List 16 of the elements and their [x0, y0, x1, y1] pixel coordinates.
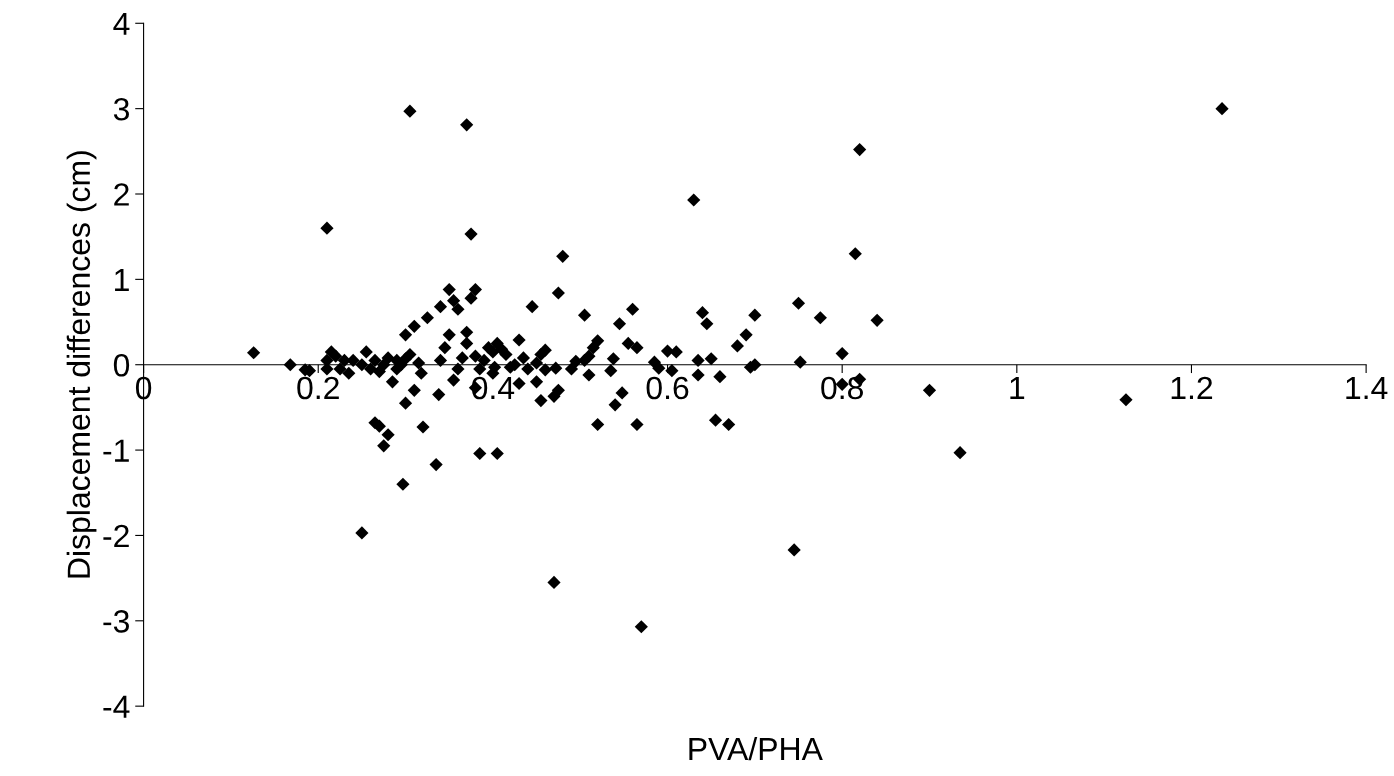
y-tick-label: 4: [113, 12, 130, 35]
x-axis-title: PVA/PHA: [689, 736, 823, 761]
x-tick-label: 0.2: [297, 376, 339, 400]
y-tick-label: 2: [114, 183, 129, 206]
y-tick-label: -1: [103, 439, 129, 462]
y-tick-label: 0: [113, 353, 130, 377]
x-tick-label: 1.2: [1171, 376, 1213, 399]
y-axis-title: Displacement differences (cm): [66, 151, 97, 578]
y-tick-label: -3: [103, 610, 129, 633]
x-tick-label: 1.4: [1346, 377, 1388, 399]
x-tick-label: 1: [1010, 377, 1025, 399]
y-tick-label: 3: [113, 97, 129, 121]
y-tick-label: -2: [103, 524, 129, 548]
x-tick-label: 0.6: [646, 376, 689, 400]
y-tick-label: -4: [103, 695, 130, 718]
y-tick-label: 1: [115, 268, 129, 291]
